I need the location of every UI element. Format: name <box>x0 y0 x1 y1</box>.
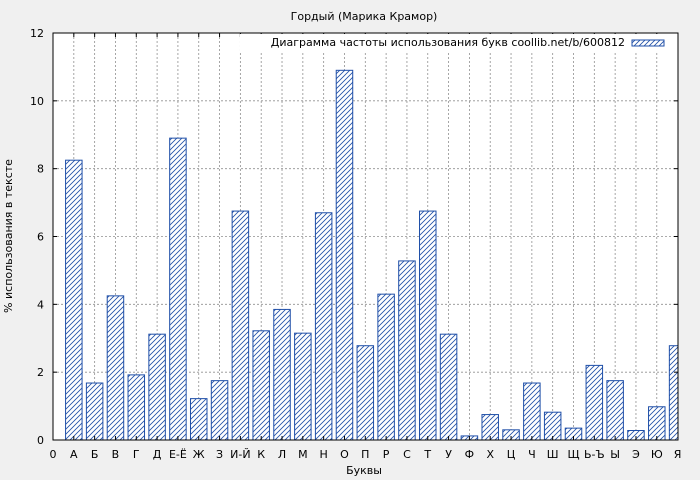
x-tick-label: Х <box>486 448 494 461</box>
bar <box>356 345 375 441</box>
x-tick-label: Ч <box>528 448 536 461</box>
bar <box>169 137 187 441</box>
x-tick-label: Ц <box>507 448 516 461</box>
bar <box>335 69 354 441</box>
x-tick-label: С <box>403 448 411 461</box>
x-tick-label: Д <box>153 448 162 461</box>
y-tick-label: 10 <box>30 95 44 108</box>
legend-swatch <box>631 39 665 47</box>
x-tick-label: М <box>298 448 308 461</box>
x-tick-label: Н <box>320 448 328 461</box>
bar <box>210 380 229 441</box>
bar <box>106 295 125 441</box>
bar <box>377 293 395 441</box>
x-tick-label: О <box>340 448 349 461</box>
x-tick-label: Ж <box>193 448 205 461</box>
bar <box>148 333 166 441</box>
legend: Диаграмма частоты использования букв coo… <box>240 34 674 51</box>
y-tick-label: 0 <box>37 434 44 447</box>
x-tick-label: Ы <box>610 448 620 461</box>
x-tick-label: П <box>361 448 369 461</box>
bar <box>543 411 562 441</box>
x-tick-label: Р <box>383 448 390 461</box>
x-tick-label: Ш <box>547 448 559 461</box>
bar <box>65 159 83 441</box>
y-axis-label: % использования в тексте <box>2 159 15 313</box>
y-tick-label: 12 <box>30 27 44 40</box>
x-tick-label: Б <box>91 448 99 461</box>
bar <box>189 398 208 441</box>
legend-label: Диаграмма частоты использования букв coo… <box>271 36 625 49</box>
bar <box>252 330 270 441</box>
y-tick-label: 6 <box>37 231 44 244</box>
x-origin-label: 0 <box>50 448 57 461</box>
bar <box>606 380 624 441</box>
x-tick-label: Г <box>133 448 140 461</box>
bar <box>85 382 104 441</box>
x-tick-label: Э <box>632 448 640 461</box>
legend-box <box>240 34 674 51</box>
x-tick-label: З <box>216 448 223 461</box>
x-tick-label: В <box>112 448 120 461</box>
x-tick-label: И-Й <box>230 448 250 461</box>
chart-title: Гордый (Марика Крамор) <box>291 10 438 23</box>
bar <box>273 308 291 441</box>
x-tick-label: Я <box>674 448 682 461</box>
bar <box>231 210 250 441</box>
y-tick-label: 8 <box>37 163 44 176</box>
y-tick-label: 4 <box>37 298 44 311</box>
y-tick-label: 2 <box>37 366 44 379</box>
bar <box>668 345 679 441</box>
x-tick-label: Л <box>278 448 286 461</box>
x-tick-label: Ю <box>651 448 663 461</box>
x-tick-label: К <box>257 448 265 461</box>
x-tick-label: У <box>445 448 452 461</box>
bar <box>127 374 146 441</box>
x-axis-label: Буквы <box>346 464 382 477</box>
bar <box>585 364 604 441</box>
bar <box>648 406 666 441</box>
bar <box>439 333 458 441</box>
x-tick-label: Ф <box>465 448 474 461</box>
x-tick-label: Ь-Ъ <box>584 448 605 461</box>
x-tick-label: Щ <box>567 448 579 461</box>
bar <box>398 260 416 441</box>
bar <box>314 212 333 441</box>
x-tick-label: Е-Ё <box>169 448 187 461</box>
x-tick-label: А <box>70 448 78 461</box>
bar <box>523 382 541 441</box>
bar <box>294 332 312 441</box>
bar <box>419 210 437 441</box>
x-tick-label: Т <box>423 448 431 461</box>
